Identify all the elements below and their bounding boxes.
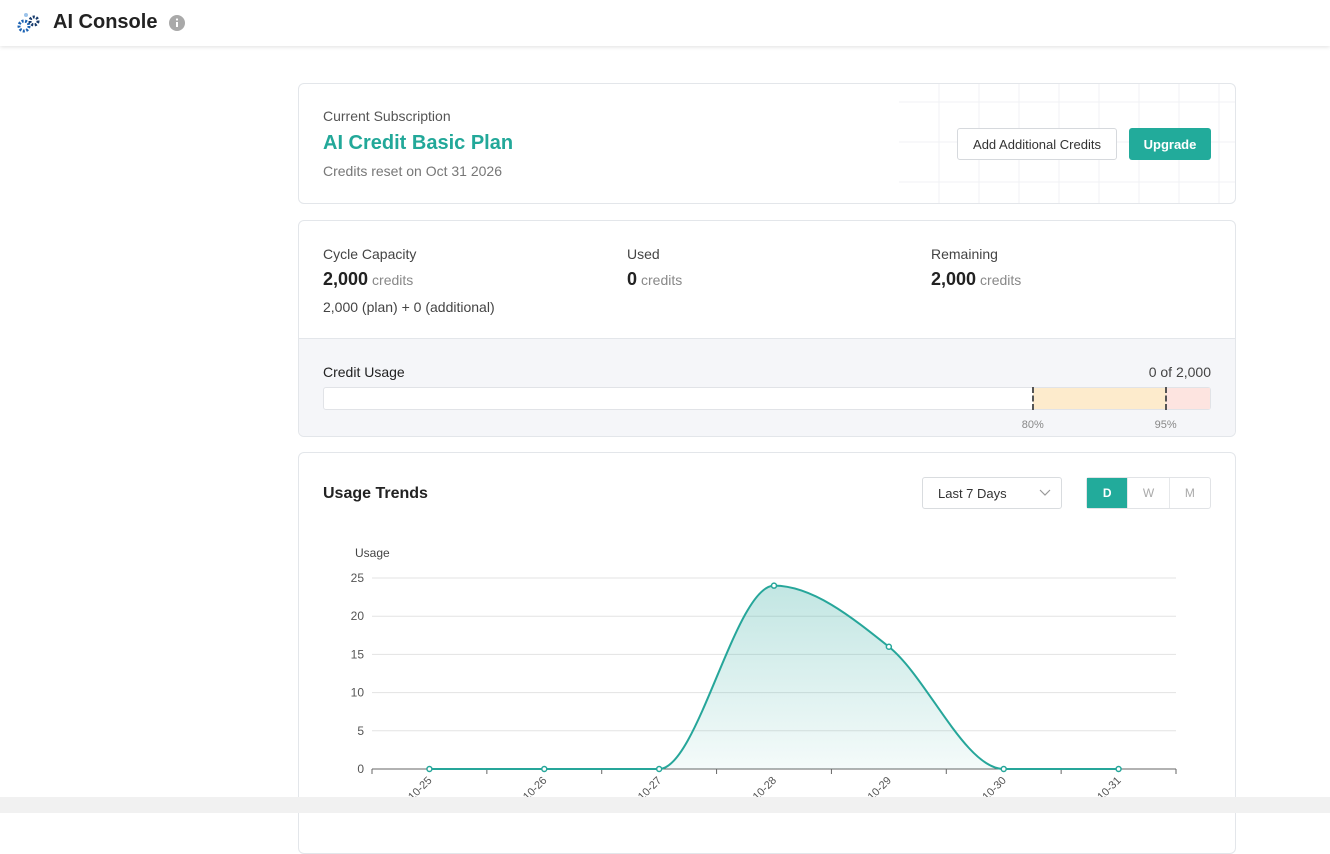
subscription-label: Current Subscription — [323, 108, 451, 124]
footer-strip — [0, 797, 1330, 813]
y-tick-label: 20 — [351, 609, 365, 623]
point — [1116, 767, 1121, 772]
info-icon[interactable] — [169, 15, 185, 31]
usage-label: Credit Usage — [323, 364, 405, 380]
stat-value: 2,000 — [323, 269, 368, 289]
point — [657, 767, 662, 772]
stat-value: 2,000 — [931, 269, 976, 289]
capacity-card: Cycle Capacity2,000credits2,000 (plan) +… — [298, 220, 1236, 437]
stat-label: Used — [627, 246, 660, 262]
usage-chart: Usage051015202510-2510-2610-2710-2810-29… — [299, 453, 1235, 853]
stat-unit: credits — [641, 272, 682, 288]
threshold-marker — [1165, 387, 1167, 410]
y-tick-label: 0 — [357, 762, 364, 776]
usage-summary: 0 of 2,000 — [1149, 364, 1211, 380]
usage-bar: 80%95% — [323, 387, 1211, 410]
trends-card: Usage Trends Last 7 Days DWM Usage051015… — [298, 452, 1236, 854]
threshold-zone — [1166, 388, 1210, 409]
point — [886, 644, 891, 649]
stat-value-row: 2,000credits — [931, 269, 1021, 290]
stat-label: Cycle Capacity — [323, 246, 416, 262]
stat-unit: credits — [980, 272, 1021, 288]
stat-detail: 2,000 (plan) + 0 (additional) — [323, 299, 495, 315]
threshold-label: 95% — [1146, 419, 1186, 431]
reset-date: Credits reset on Oct 31 2026 — [323, 163, 502, 179]
stat-value: 0 — [627, 269, 637, 289]
stat-unit: credits — [372, 272, 413, 288]
app-icon — [16, 11, 42, 35]
stat-label: Remaining — [931, 246, 998, 262]
y-tick-label: 5 — [357, 724, 364, 738]
point — [1001, 767, 1006, 772]
page: AI Console Current Subscription AI Credi… — [0, 0, 1330, 813]
threshold-zone — [1033, 388, 1166, 409]
app-title: AI Console — [53, 11, 157, 34]
header-bar — [0, 0, 1330, 46]
point — [427, 767, 432, 772]
y-tick-label: 15 — [351, 647, 365, 661]
point — [542, 767, 547, 772]
plan-name: AI Credit Basic Plan — [323, 132, 513, 155]
area — [429, 586, 1118, 769]
y-tick-label: 25 — [351, 571, 365, 585]
subscription-card: Current Subscription AI Credit Basic Pla… — [298, 83, 1236, 204]
y-tick-label: 10 — [351, 686, 365, 700]
stat-value-row: 0credits — [627, 269, 682, 290]
add-credits-button[interactable]: Add Additional Credits — [957, 128, 1117, 160]
point — [772, 583, 777, 588]
threshold-label: 80% — [1013, 419, 1053, 431]
upgrade-button[interactable]: Upgrade — [1129, 128, 1211, 160]
threshold-marker — [1032, 387, 1034, 410]
usage-section: Credit Usage 0 of 2,000 80%95% — [299, 338, 1235, 437]
y-axis-title: Usage — [355, 546, 390, 560]
stat-value-row: 2,000credits — [323, 269, 413, 290]
